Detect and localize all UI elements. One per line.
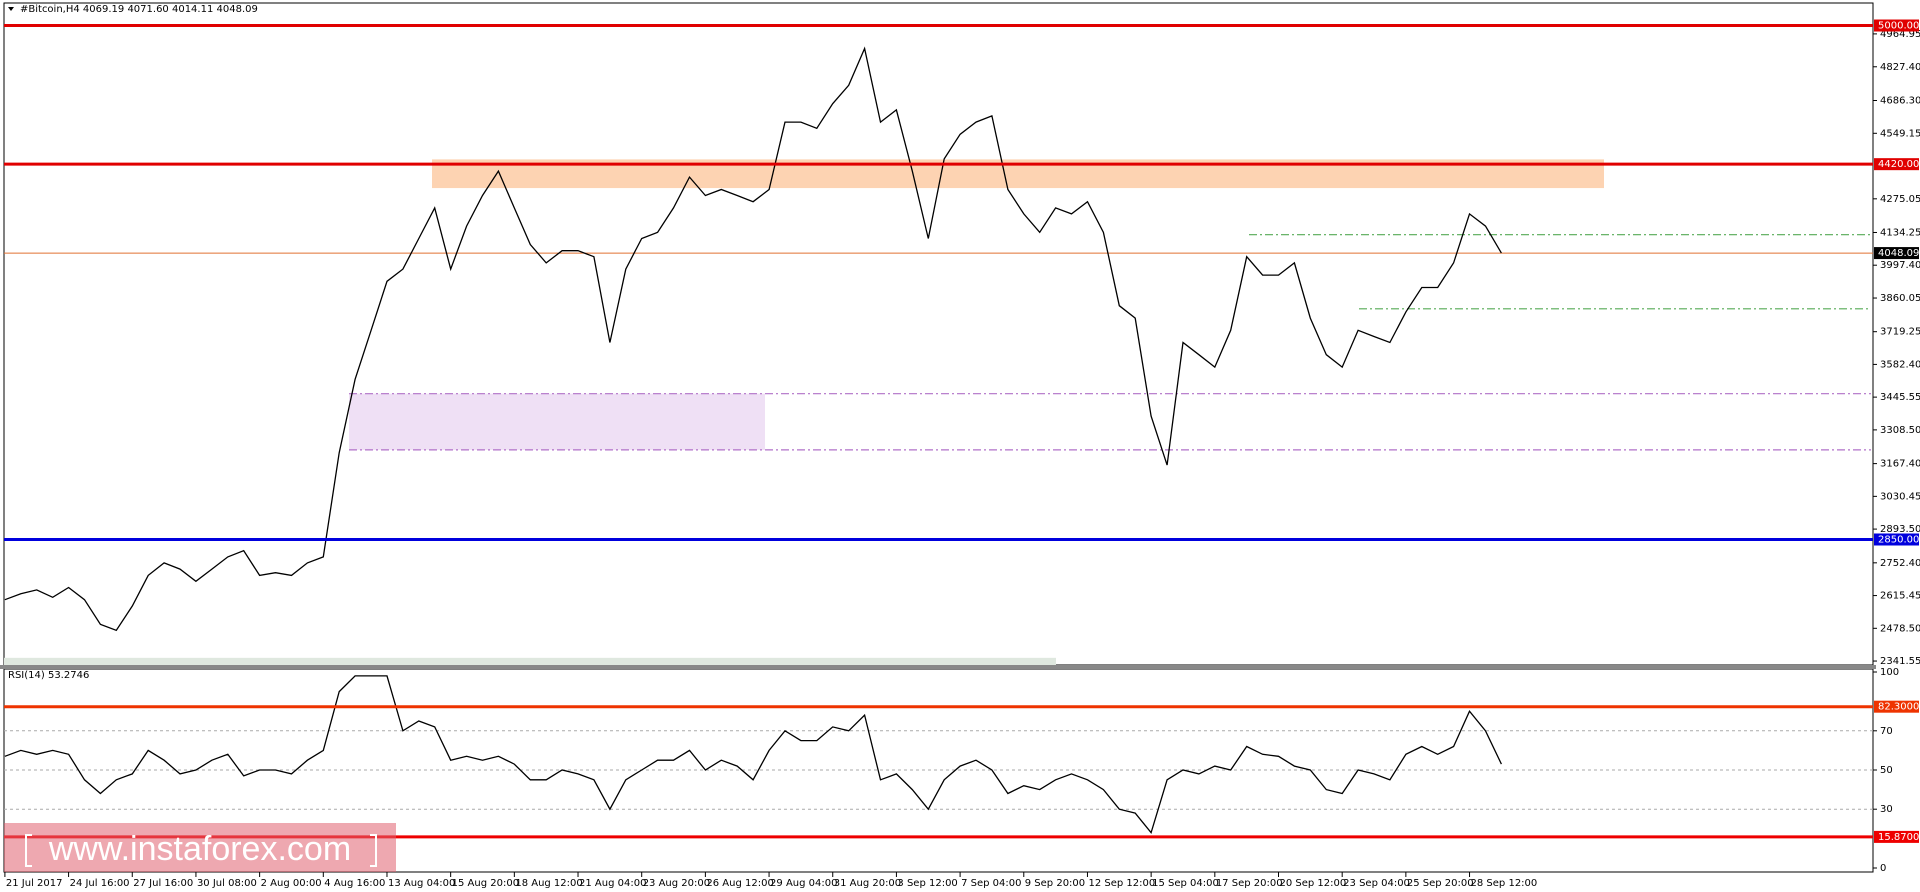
x-tick-label: 26 Aug 12:00 xyxy=(706,878,773,889)
y-tick-label: 2893.50 xyxy=(1880,524,1920,535)
x-tick-label: 18 Aug 12:00 xyxy=(515,878,582,889)
title-arrow xyxy=(8,7,14,11)
level-label-box xyxy=(1874,700,1919,713)
y-tick-label: 3582.40 xyxy=(1880,359,1920,370)
zone xyxy=(349,393,765,450)
level-label: 15.8700 xyxy=(1878,832,1919,843)
y-tick-label: 4275.05 xyxy=(1880,194,1920,205)
x-tick-label: 28 Sep 12:00 xyxy=(1471,878,1538,889)
level-label: 82.3000 xyxy=(1878,702,1919,713)
x-tick-label: 24 Jul 16:00 xyxy=(70,878,130,889)
y-tick-label: 4964.95 xyxy=(1880,29,1920,40)
last-price-box xyxy=(1874,247,1919,260)
y-tick-label: 3997.40 xyxy=(1880,260,1920,271)
y-tick-label: 3445.55 xyxy=(1880,392,1920,403)
level-label: 2850.00 xyxy=(1878,534,1919,545)
y-tick-label: 70 xyxy=(1880,726,1893,737)
y-tick-label: 50 xyxy=(1880,765,1893,776)
panel xyxy=(3,2,1874,666)
level-label: 4420.00 xyxy=(1878,159,1919,170)
y-tick-label: 2341.55 xyxy=(1880,656,1920,667)
y-tick-label: 2615.45 xyxy=(1880,591,1920,602)
y-tick-label: 3860.05 xyxy=(1880,293,1920,304)
x-tick-label: 31 Aug 20:00 xyxy=(834,878,901,889)
zone xyxy=(4,657,1056,669)
x-tick-label: 25 Sep 20:00 xyxy=(1407,878,1474,889)
watermark-box xyxy=(4,823,396,872)
y-tick-label: 100 xyxy=(1880,667,1899,678)
y-tick-label: 30 xyxy=(1880,804,1893,815)
x-tick-label: 9 Sep 20:00 xyxy=(1025,878,1085,889)
y-tick-label: 4686.30 xyxy=(1880,96,1920,107)
x-tick-label: 17 Sep 20:00 xyxy=(1216,878,1283,889)
x-tick-label: 29 Aug 04:00 xyxy=(770,878,837,889)
x-tick-label: 23 Sep 04:00 xyxy=(1343,878,1410,889)
x-tick-label: 2 Aug 00:00 xyxy=(261,878,322,889)
level-label-box xyxy=(1874,158,1919,171)
panel-separator xyxy=(0,665,1876,669)
x-tick-label: 12 Sep 12:00 xyxy=(1088,878,1155,889)
x-tick-label: 30 Jul 08:00 xyxy=(197,878,257,889)
y-tick-label: 4134.25 xyxy=(1880,227,1920,238)
watermark: www.instaforex.com xyxy=(48,830,351,868)
y-tick-label: 3167.40 xyxy=(1880,459,1920,470)
level-label-box xyxy=(1874,19,1919,32)
price-line xyxy=(4,46,1502,632)
last-price-label: 4048.09 xyxy=(1878,248,1919,259)
y-tick-label: 4549.15 xyxy=(1880,128,1920,139)
y-tick-label: 3030.45 xyxy=(1880,491,1920,502)
y-tick-label: 0 xyxy=(1880,863,1886,874)
x-tick-label: 20 Sep 12:00 xyxy=(1280,878,1347,889)
level-label: 5000.00 xyxy=(1878,21,1919,32)
chart-title: #Bitcoin,H4 4069.19 4071.60 4014.11 4048… xyxy=(20,4,258,15)
watermark-bracket xyxy=(25,834,377,867)
x-tick-label: 3 Sep 12:00 xyxy=(897,878,957,889)
x-tick-label: 15 Aug 20:00 xyxy=(452,878,519,889)
y-tick-label: 3719.25 xyxy=(1880,327,1920,338)
x-tick-label: 27 Jul 16:00 xyxy=(133,878,193,889)
chart-title: RSI(14) 53.2746 xyxy=(8,670,89,681)
y-tick-label: 4827.40 xyxy=(1880,62,1920,73)
x-tick-label: 15 Sep 04:00 xyxy=(1152,878,1219,889)
x-tick-label: 13 Aug 04:00 xyxy=(388,878,455,889)
y-tick-label: 2478.50 xyxy=(1880,623,1920,634)
x-tick-label: 21 Aug 04:00 xyxy=(579,878,646,889)
x-tick-label: 4 Aug 16:00 xyxy=(324,878,385,889)
y-tick-label: 3308.50 xyxy=(1880,425,1920,436)
level-label-box xyxy=(1874,533,1919,546)
x-tick-label: 23 Aug 20:00 xyxy=(643,878,710,889)
y-tick-label: 2752.40 xyxy=(1880,558,1920,569)
price-line xyxy=(4,675,1502,835)
level-label-box xyxy=(1874,830,1919,843)
x-tick-label: 21 Jul 2017 xyxy=(6,878,63,889)
x-tick-label: 7 Sep 04:00 xyxy=(961,878,1021,889)
